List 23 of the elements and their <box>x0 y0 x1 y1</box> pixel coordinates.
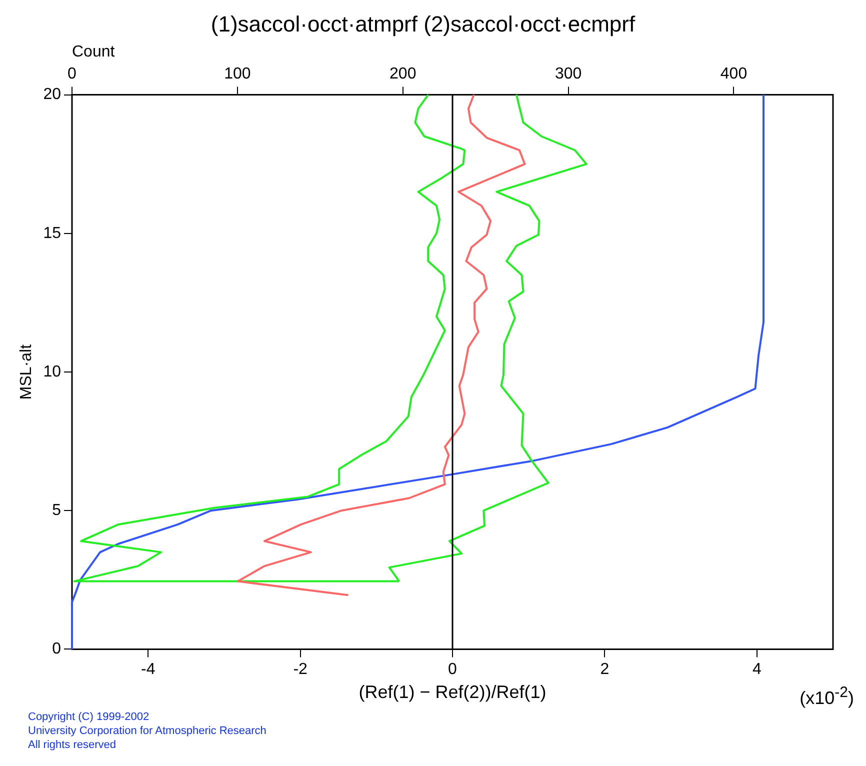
x2-tick-label: 300 <box>554 66 582 83</box>
x-tick-label: 4 <box>752 661 762 678</box>
x-tick-label: -4 <box>140 661 156 678</box>
y-axis-title: MSL·alt <box>18 344 36 400</box>
y-tick-label: 15 <box>43 224 62 242</box>
y-tick-label: 5 <box>52 502 62 520</box>
x-axis-title: (Ref(1) − Ref(2))/Ref(1) <box>358 682 546 702</box>
x2-tick-label: 400 <box>720 66 748 83</box>
x2-axis-title: Count <box>72 43 116 60</box>
text: All rights reserved <box>28 738 118 752</box>
x2-tick-label: 200 <box>390 66 416 83</box>
y-tick-label: 0 <box>52 640 62 658</box>
x2-tick-label: 0 <box>68 66 77 83</box>
text: (x10$^{-2}$) <box>800 684 854 709</box>
x-tick-label: -2 <box>293 661 308 678</box>
text: Copyright (C) 1999-2002 <box>28 710 150 724</box>
x2-tick-label: 100 <box>224 66 251 83</box>
x-tick-label: 2 <box>600 661 610 678</box>
y-tick-label: 10 <box>43 363 62 380</box>
text: University Corporation for Atmospheric Research <box>28 724 266 738</box>
y-tick-label: 20 <box>43 86 62 104</box>
x-tick-label: 0 <box>448 661 458 678</box>
chart-title: (1)saccol·occt·atmprf (2)saccol·occt·ecmprf <box>210 11 636 36</box>
